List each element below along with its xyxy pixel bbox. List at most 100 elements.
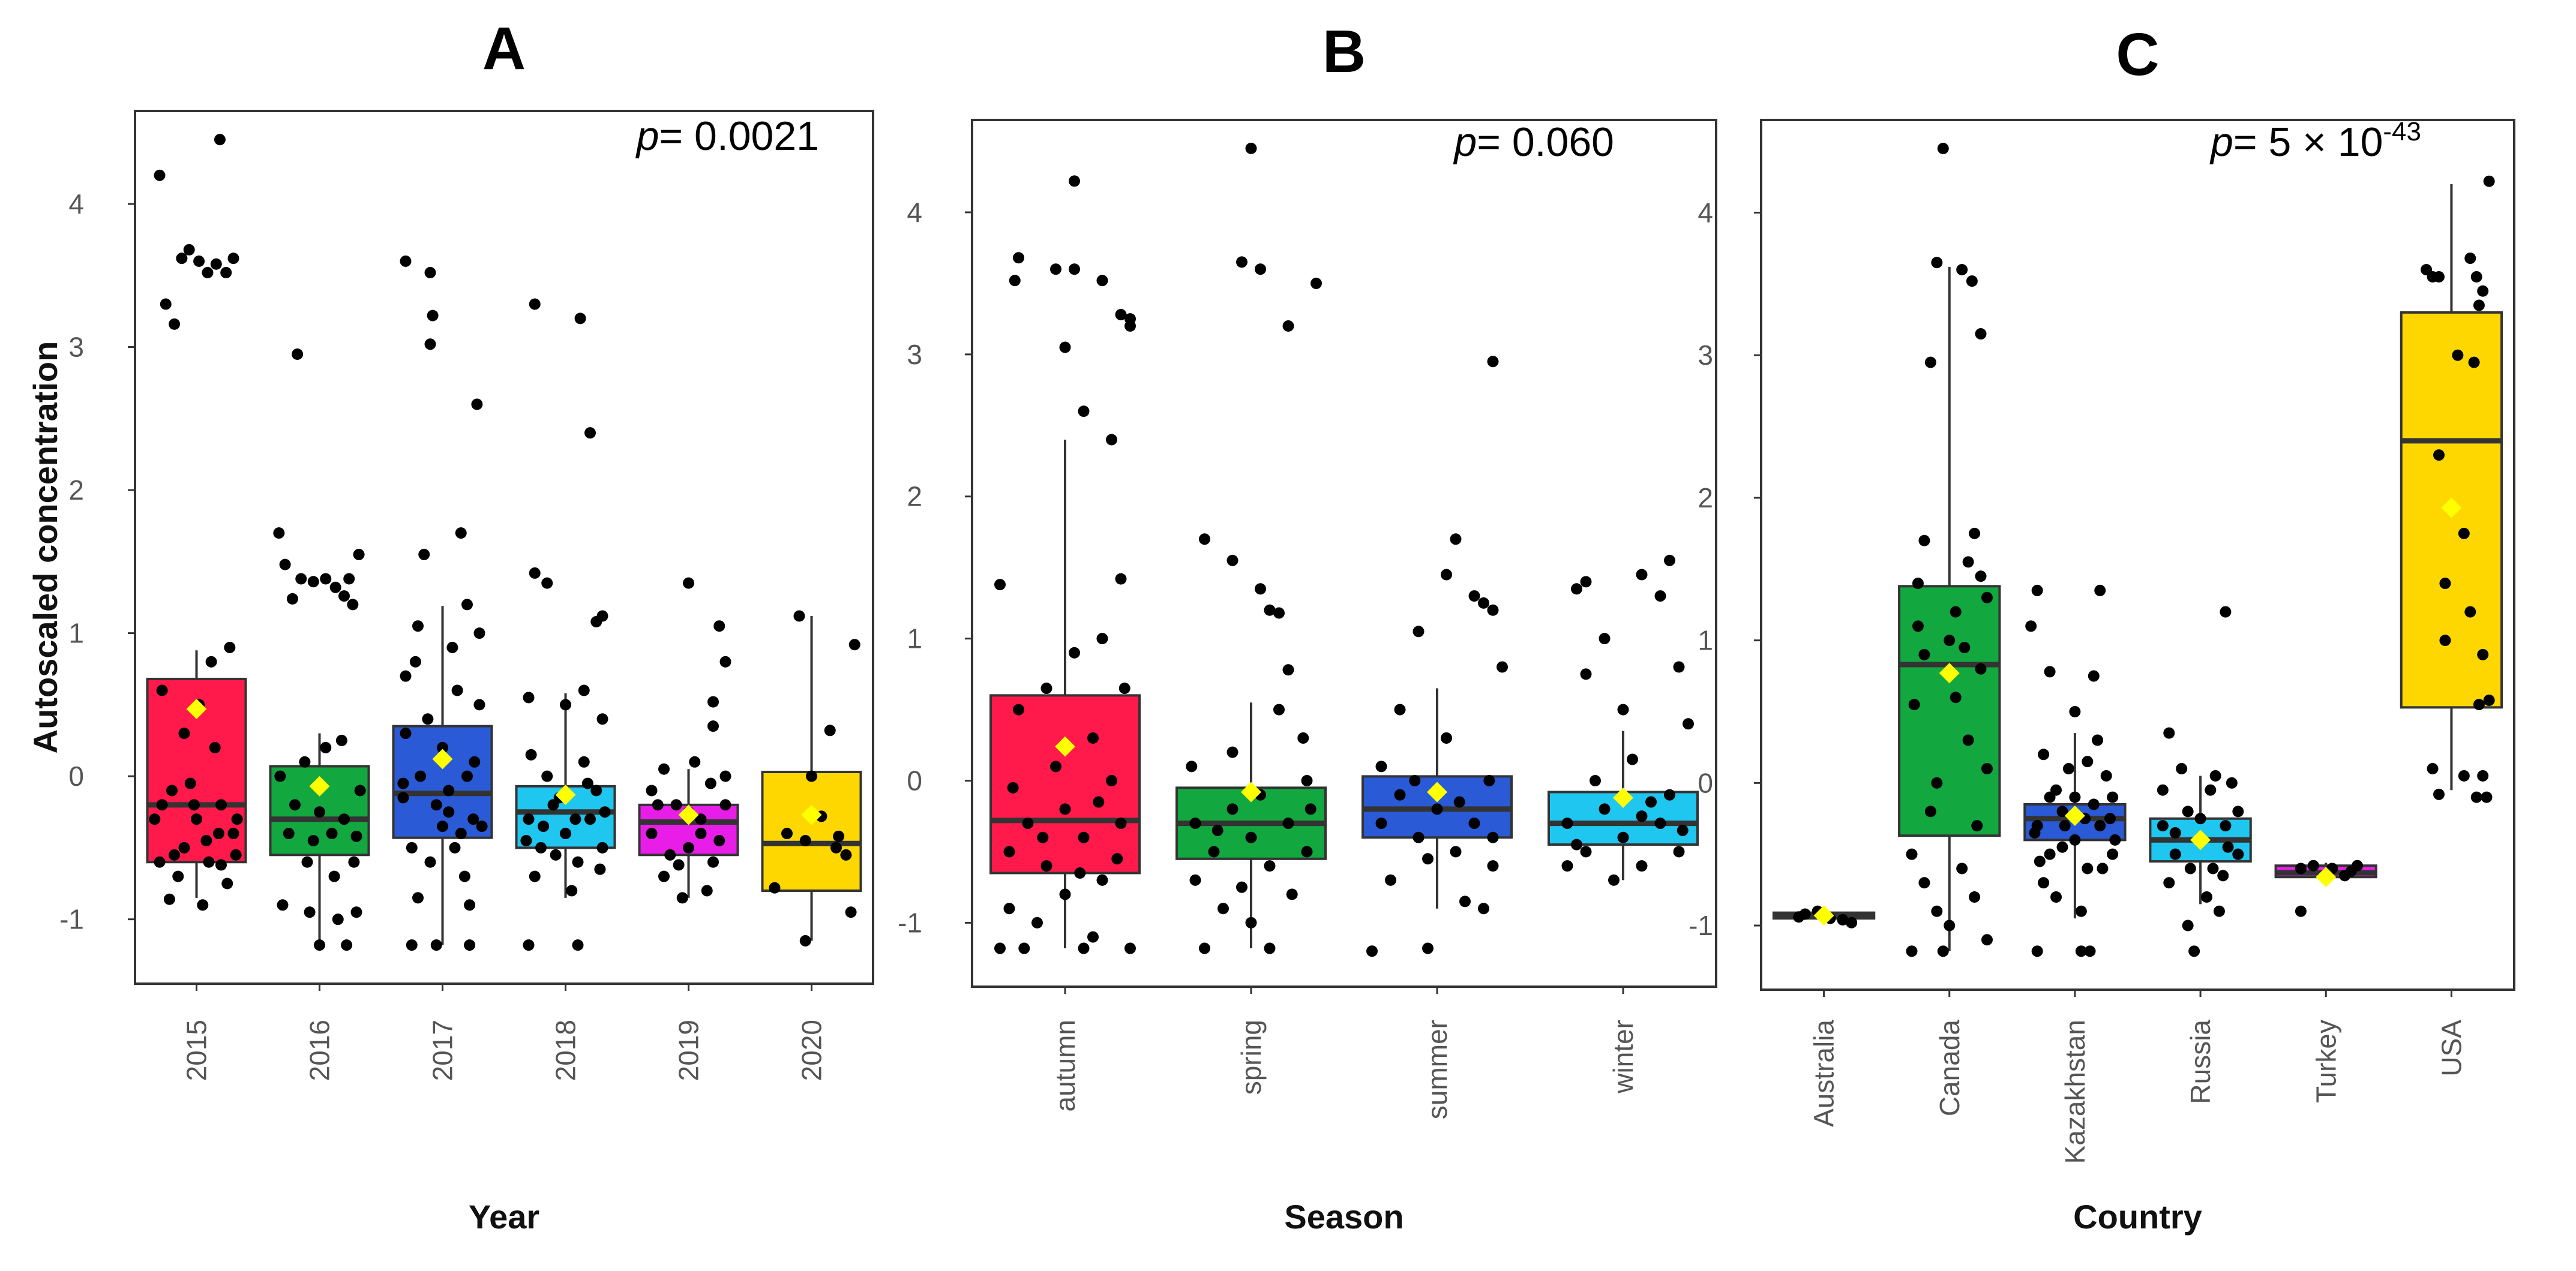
points-2018 xyxy=(520,298,611,951)
data-point xyxy=(2094,584,2106,596)
data-point xyxy=(1793,911,1805,923)
points-russia xyxy=(2157,606,2244,957)
data-point xyxy=(2188,945,2200,957)
data-point xyxy=(529,298,541,310)
data-point xyxy=(446,641,458,653)
data-point xyxy=(1301,775,1313,787)
data-point xyxy=(2464,253,2476,265)
data-point xyxy=(2157,784,2169,796)
data-point xyxy=(1124,942,1136,954)
data-point xyxy=(1487,831,1499,843)
x-tick-label: Australia xyxy=(1809,1020,1840,1127)
data-point xyxy=(1018,942,1030,954)
data-point xyxy=(695,813,707,825)
data-point xyxy=(424,856,436,868)
data-point xyxy=(1906,848,1918,860)
data-point xyxy=(1664,554,1675,566)
data-point xyxy=(279,558,291,570)
data-point xyxy=(224,641,236,653)
data-point xyxy=(658,763,670,775)
mean-marker xyxy=(1055,736,1075,757)
data-point xyxy=(1959,642,1971,654)
data-point xyxy=(1677,824,1689,836)
data-point xyxy=(1497,661,1508,673)
data-point xyxy=(1394,789,1406,801)
data-point xyxy=(1003,903,1015,915)
box-autumn xyxy=(989,439,1141,949)
data-point xyxy=(283,828,295,840)
data-point xyxy=(584,427,596,439)
mean-marker xyxy=(2316,867,2337,888)
points-2015 xyxy=(149,134,243,911)
data-point xyxy=(1487,604,1499,616)
data-point xyxy=(307,576,319,588)
data-point xyxy=(1040,860,1052,872)
data-point xyxy=(424,267,436,279)
data-point xyxy=(572,856,584,868)
data-point xyxy=(2169,848,2181,860)
data-point xyxy=(1450,846,1462,858)
box-2020 xyxy=(761,615,862,941)
data-point xyxy=(424,338,436,350)
data-point xyxy=(2232,806,2244,818)
data-point xyxy=(2339,870,2351,882)
data-point xyxy=(2094,820,2106,832)
data-point xyxy=(701,885,713,897)
data-point xyxy=(2232,848,2244,860)
data-point xyxy=(304,906,316,918)
data-point xyxy=(1975,570,1987,582)
data-point xyxy=(1450,533,1462,545)
data-point xyxy=(2163,727,2175,739)
points-autumn xyxy=(994,175,1136,954)
data-point xyxy=(1944,920,1956,932)
data-point xyxy=(1599,633,1611,645)
data-point xyxy=(210,258,222,270)
data-point xyxy=(646,828,658,840)
box-spring xyxy=(1175,702,1327,949)
x-tick-label: spring xyxy=(1235,1020,1267,1095)
data-point xyxy=(307,834,319,846)
data-point xyxy=(1022,818,1034,830)
x-tick-label: 2020 xyxy=(796,1020,827,1081)
box-body xyxy=(761,770,862,892)
mean-marker xyxy=(1613,787,1633,808)
data-point xyxy=(154,856,166,868)
data-point xyxy=(197,899,209,911)
y-tick-label: 1 xyxy=(907,623,922,654)
data-point xyxy=(406,842,418,854)
data-point xyxy=(2307,860,2319,872)
data-point xyxy=(1608,874,1620,886)
data-point xyxy=(689,756,701,768)
data-point xyxy=(332,914,344,926)
data-point xyxy=(2157,820,2169,832)
data-point xyxy=(1561,818,1573,830)
data-point xyxy=(1975,663,1987,675)
y-tick-label: 0 xyxy=(1698,767,1713,798)
data-point xyxy=(541,577,553,589)
data-point xyxy=(1617,704,1629,716)
data-point xyxy=(2226,777,2238,789)
data-point xyxy=(2182,920,2194,932)
data-point xyxy=(178,842,190,854)
data-point xyxy=(1013,704,1024,716)
data-point xyxy=(449,842,461,854)
data-point xyxy=(1580,668,1592,680)
data-point xyxy=(1971,820,1983,832)
data-point xyxy=(1969,891,1981,903)
data-point xyxy=(596,842,608,854)
data-point xyxy=(406,939,418,951)
data-point xyxy=(156,799,168,811)
data-point xyxy=(719,656,731,668)
data-point xyxy=(2205,784,2217,796)
data-point xyxy=(781,828,793,840)
panel-c-border xyxy=(1760,119,2515,991)
data-point xyxy=(397,792,409,804)
data-point xyxy=(1211,824,1223,836)
data-point xyxy=(1981,763,1993,775)
data-point xyxy=(2069,834,2081,846)
data-point xyxy=(1487,356,1499,368)
data-point xyxy=(427,310,439,321)
data-point xyxy=(1944,635,1956,647)
x-tick-label: summer xyxy=(1422,1020,1453,1119)
data-point xyxy=(1115,573,1127,585)
